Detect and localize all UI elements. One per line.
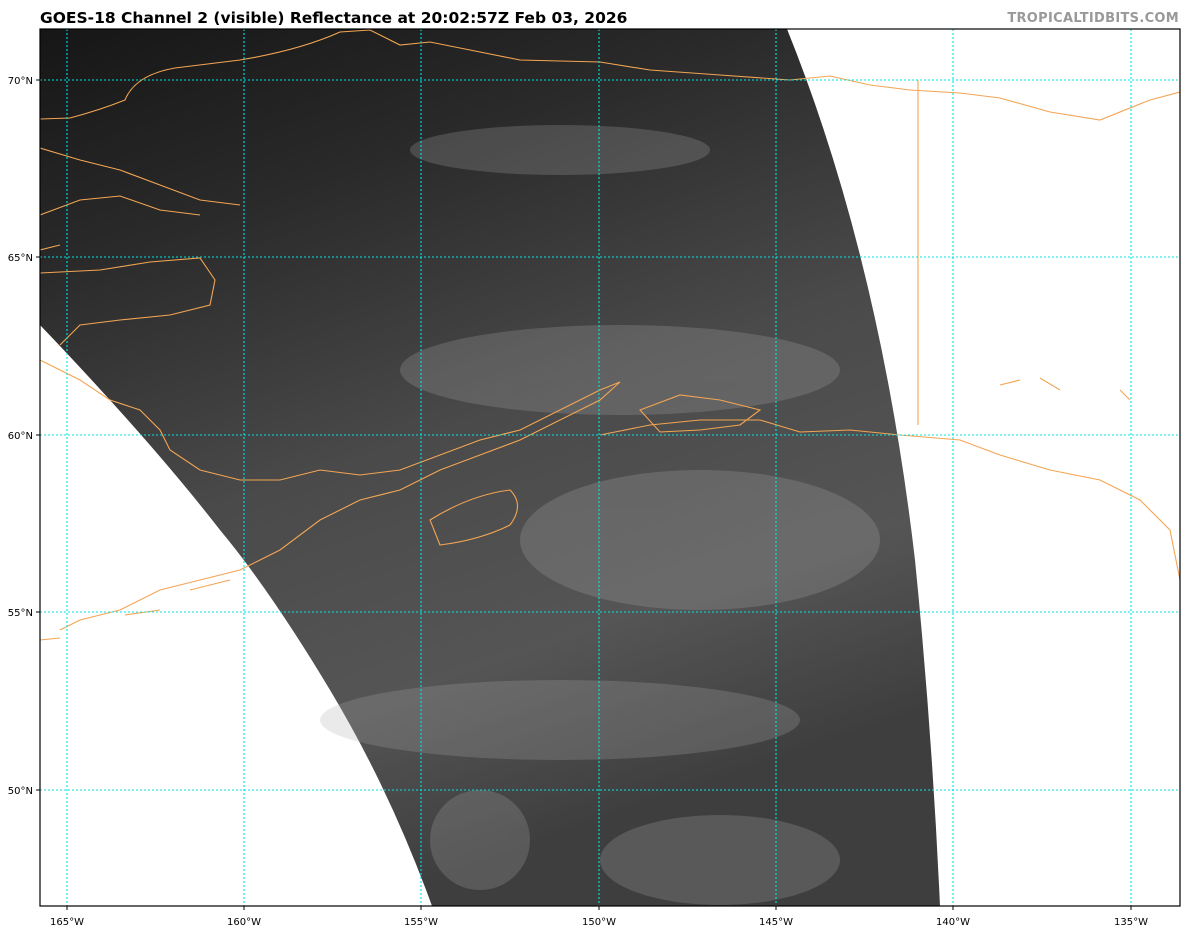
map-frame xyxy=(39,28,1181,907)
lat-tick-label: 70°N xyxy=(8,76,33,87)
lat-tick-label: 60°N xyxy=(8,431,33,442)
cloud-texture xyxy=(320,125,880,905)
lon-tick-label: 160°W xyxy=(227,917,261,928)
lon-axis: 165°W 160°W 155°W 150°W 145°W 140°W 135°… xyxy=(50,906,1148,928)
lon-tick-label: 145°W xyxy=(759,917,793,928)
lon-tick-label: 135°W xyxy=(1114,917,1148,928)
lat-tick-label: 55°N xyxy=(8,608,33,619)
map-title: GOES-18 Channel 2 (visible) Reflectance … xyxy=(40,9,628,27)
lat-axis: 70°N 65°N 60°N 55°N 50°N xyxy=(8,76,40,797)
graticule xyxy=(40,29,1180,906)
lat-tick-label: 65°N xyxy=(8,253,33,264)
satellite-imagery-swath xyxy=(40,29,940,906)
lat-tick-label: 50°N xyxy=(8,786,33,797)
lon-tick-label: 150°W xyxy=(582,917,616,928)
lon-tick-label: 165°W xyxy=(50,917,84,928)
lon-tick-label: 155°W xyxy=(404,917,438,928)
credit-watermark: TROPICALTIDBITS.COM xyxy=(1007,11,1179,26)
coastlines xyxy=(40,29,1180,641)
lon-tick-label: 140°W xyxy=(936,917,970,928)
